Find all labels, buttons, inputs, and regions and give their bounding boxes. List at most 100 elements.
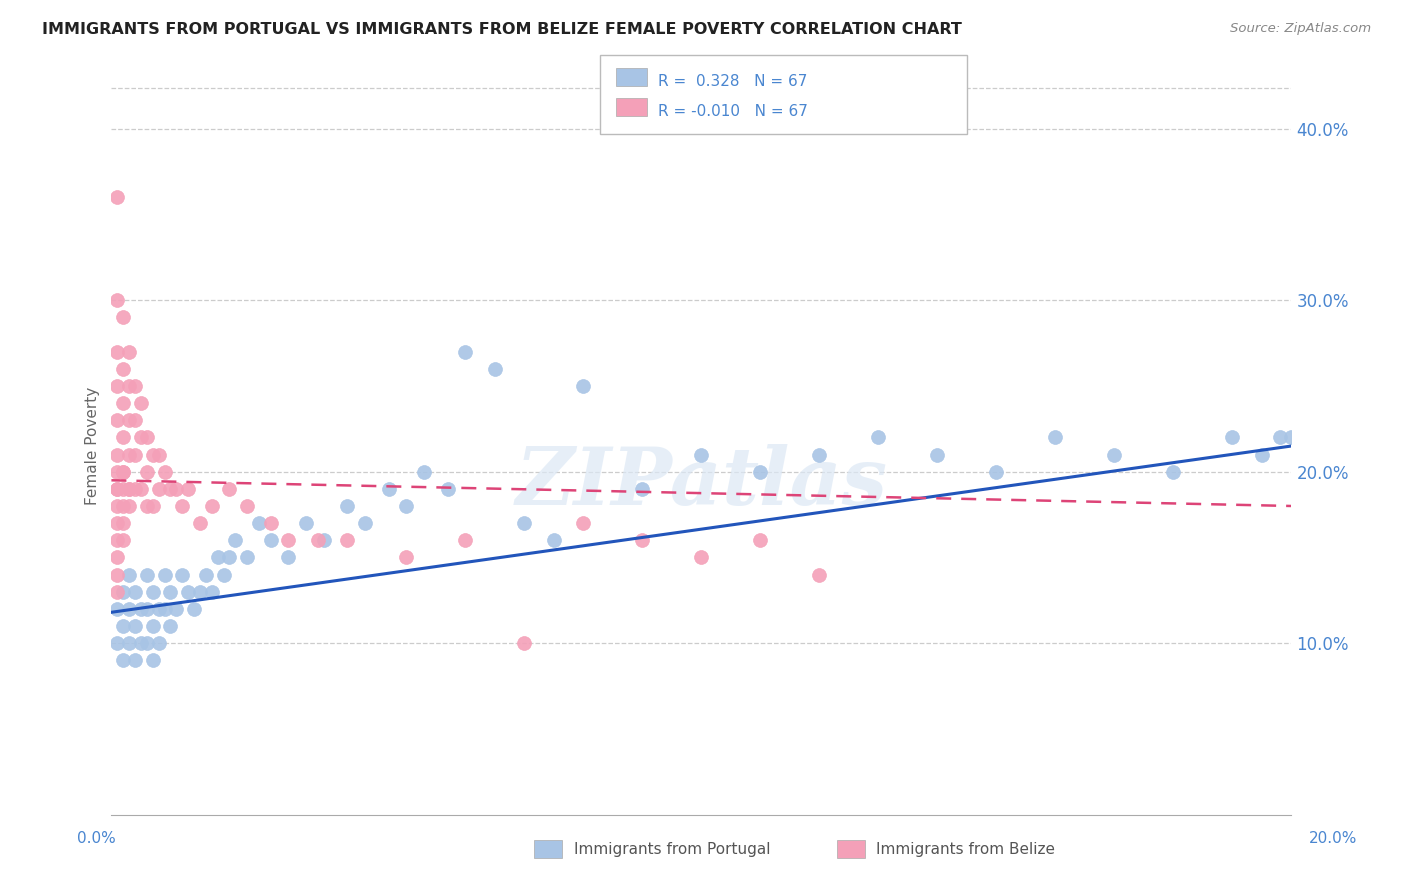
- Point: [224, 533, 246, 548]
- Point: [118, 499, 141, 513]
- Point: [177, 584, 200, 599]
- Point: [112, 396, 135, 410]
- Point: [484, 362, 506, 376]
- Point: [395, 550, 418, 565]
- Point: [118, 567, 141, 582]
- Point: [1163, 465, 1185, 479]
- Text: Immigrants from Portugal: Immigrants from Portugal: [574, 842, 770, 856]
- Point: [513, 516, 536, 530]
- Point: [112, 619, 135, 633]
- Point: [129, 396, 152, 410]
- Point: [188, 516, 211, 530]
- Point: [105, 550, 128, 565]
- Point: [142, 653, 165, 667]
- Point: [336, 533, 359, 548]
- Point: [148, 636, 170, 650]
- Point: [135, 499, 157, 513]
- Point: [118, 602, 141, 616]
- Point: [118, 379, 141, 393]
- Point: [105, 602, 128, 616]
- Point: [1281, 430, 1303, 444]
- Point: [135, 636, 157, 650]
- Point: [543, 533, 565, 548]
- Point: [142, 499, 165, 513]
- Point: [413, 465, 436, 479]
- Point: [153, 602, 176, 616]
- Point: [124, 379, 146, 393]
- Point: [354, 516, 377, 530]
- Point: [112, 362, 135, 376]
- Point: [207, 550, 229, 565]
- Point: [1222, 430, 1244, 444]
- Point: [183, 602, 205, 616]
- Text: Source: ZipAtlas.com: Source: ZipAtlas.com: [1230, 22, 1371, 36]
- Point: [247, 516, 270, 530]
- Point: [118, 482, 141, 496]
- Point: [124, 619, 146, 633]
- Text: R = -0.010   N = 67: R = -0.010 N = 67: [658, 104, 808, 120]
- Point: [336, 499, 359, 513]
- Point: [236, 499, 259, 513]
- Point: [749, 465, 772, 479]
- Point: [112, 430, 135, 444]
- Point: [124, 448, 146, 462]
- Point: [159, 619, 181, 633]
- Point: [105, 482, 128, 496]
- Point: [148, 482, 170, 496]
- Text: Immigrants from Belize: Immigrants from Belize: [876, 842, 1054, 856]
- Point: [277, 550, 299, 565]
- Point: [129, 636, 152, 650]
- Point: [218, 482, 240, 496]
- Point: [277, 533, 299, 548]
- Text: ZIPatlas: ZIPatlas: [516, 444, 887, 522]
- Point: [112, 653, 135, 667]
- Point: [159, 584, 181, 599]
- Point: [177, 482, 200, 496]
- Point: [218, 550, 240, 565]
- Point: [159, 482, 181, 496]
- Point: [986, 465, 1008, 479]
- Point: [690, 550, 713, 565]
- Point: [142, 619, 165, 633]
- Point: [1045, 430, 1067, 444]
- Point: [118, 482, 141, 496]
- Point: [260, 533, 283, 548]
- Point: [105, 584, 128, 599]
- Point: [105, 533, 128, 548]
- Point: [808, 448, 831, 462]
- Point: [105, 379, 128, 393]
- Point: [105, 190, 128, 204]
- Point: [312, 533, 335, 548]
- Point: [148, 602, 170, 616]
- Text: 0.0%: 0.0%: [77, 831, 117, 846]
- Point: [172, 499, 194, 513]
- Point: [135, 567, 157, 582]
- Point: [165, 482, 187, 496]
- Point: [153, 567, 176, 582]
- Text: IMMIGRANTS FROM PORTUGAL VS IMMIGRANTS FROM BELIZE FEMALE POVERTY CORRELATION CH: IMMIGRANTS FROM PORTUGAL VS IMMIGRANTS F…: [42, 22, 962, 37]
- Point: [105, 567, 128, 582]
- Point: [188, 584, 211, 599]
- Text: R =  0.328   N = 67: R = 0.328 N = 67: [658, 74, 807, 89]
- Point: [194, 567, 217, 582]
- Point: [454, 533, 477, 548]
- Y-axis label: Female Poverty: Female Poverty: [86, 387, 100, 505]
- Point: [105, 344, 128, 359]
- Point: [112, 465, 135, 479]
- Point: [105, 293, 128, 308]
- Point: [572, 379, 595, 393]
- Point: [112, 499, 135, 513]
- Point: [124, 413, 146, 427]
- Point: [631, 482, 654, 496]
- Text: 20.0%: 20.0%: [1309, 831, 1357, 846]
- Point: [118, 448, 141, 462]
- Point: [135, 465, 157, 479]
- Point: [118, 413, 141, 427]
- Point: [165, 602, 187, 616]
- Point: [118, 636, 141, 650]
- Point: [631, 533, 654, 548]
- Point: [142, 448, 165, 462]
- Point: [118, 344, 141, 359]
- Point: [153, 465, 176, 479]
- Point: [201, 499, 224, 513]
